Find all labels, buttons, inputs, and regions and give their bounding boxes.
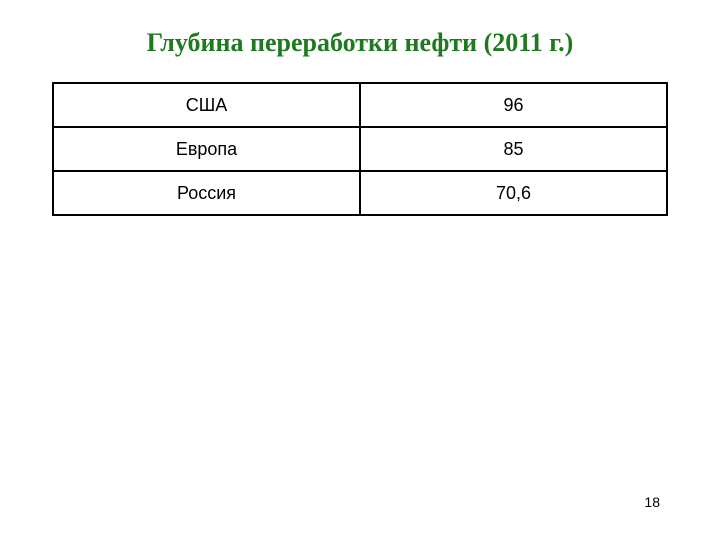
table-row: США 96 xyxy=(53,83,667,127)
cell-value: 85 xyxy=(360,127,667,171)
page-number: 18 xyxy=(644,494,660,510)
cell-country: США xyxy=(53,83,360,127)
cell-country: Россия xyxy=(53,171,360,215)
table-container: США 96 Европа 85 Россия 70,6 xyxy=(0,82,720,216)
cell-country: Европа xyxy=(53,127,360,171)
page-title: Глубина переработки нефти (2011 г.) xyxy=(0,0,720,82)
table-row: Европа 85 xyxy=(53,127,667,171)
data-table: США 96 Европа 85 Россия 70,6 xyxy=(52,82,668,216)
table-row: Россия 70,6 xyxy=(53,171,667,215)
cell-value: 96 xyxy=(360,83,667,127)
cell-value: 70,6 xyxy=(360,171,667,215)
